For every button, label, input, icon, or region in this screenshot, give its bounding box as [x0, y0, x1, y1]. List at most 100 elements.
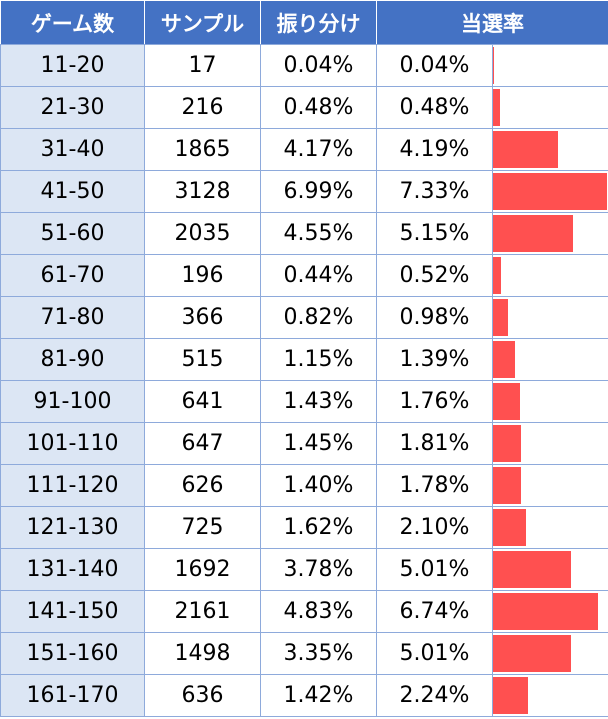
distribution-cell: 4.83%: [260, 590, 377, 633]
header-row: ゲーム数 サンプル 振り分け 当選率: [0, 0, 608, 45]
hit-rate-bar: [493, 593, 598, 630]
hit-rate-cell: 1.81%: [376, 422, 493, 465]
sample-cell: 17: [144, 44, 261, 87]
distribution-cell: 1.40%: [260, 464, 377, 507]
hit-rate-bar-cell: [492, 380, 608, 423]
hit-rate-bar-cell: [492, 44, 608, 87]
games-cell: 41-50: [0, 170, 145, 213]
games-cell: 81-90: [0, 338, 145, 381]
hit-rate-bar: [493, 341, 515, 378]
distribution-cell: 4.55%: [260, 212, 377, 255]
hit-rate-cell: 4.19%: [376, 128, 493, 171]
hit-rate-cell: 6.74%: [376, 590, 493, 633]
table-row: 81-90 515 1.15% 1.39%: [0, 338, 608, 381]
table-row: 151-160 1498 3.35% 5.01%: [0, 632, 608, 675]
header-hit-rate: 当選率: [376, 0, 608, 45]
table-row: 31-40 1865 4.17% 4.19%: [0, 128, 608, 171]
hit-rate-bar: [493, 425, 521, 462]
table-row: 131-140 1692 3.78% 5.01%: [0, 548, 608, 591]
hit-rate-cell: 0.04%: [376, 44, 493, 87]
distribution-cell: 1.45%: [260, 422, 377, 465]
sample-cell: 1865: [144, 128, 261, 171]
distribution-cell: 1.15%: [260, 338, 377, 381]
games-cell: 11-20: [0, 44, 145, 87]
hit-rate-cell: 5.15%: [376, 212, 493, 255]
table-row: 91-100 641 1.43% 1.76%: [0, 380, 608, 423]
hit-rate-cell: 0.98%: [376, 296, 493, 339]
table-row: 61-70 196 0.44% 0.52%: [0, 254, 608, 297]
hit-rate-cell: 5.01%: [376, 632, 493, 675]
games-cell: 151-160: [0, 632, 145, 675]
hit-rate-cell: 1.78%: [376, 464, 493, 507]
hit-rate-bar-cell: [492, 296, 608, 339]
hit-rate-bar-cell: [492, 590, 608, 633]
sample-cell: 641: [144, 380, 261, 423]
hit-rate-cell: 2.10%: [376, 506, 493, 549]
hit-rate-bar-cell: [492, 506, 608, 549]
table-row: 111-120 626 1.40% 1.78%: [0, 464, 608, 507]
hit-rate-bar: [493, 635, 571, 672]
games-cell: 71-80: [0, 296, 145, 339]
hit-rate-cell: 2.24%: [376, 674, 493, 717]
distribution-cell: 0.44%: [260, 254, 377, 297]
table-body: 11-20 17 0.04% 0.04% 21-30 216 0.48% 0.48% 31-40…: [0, 44, 608, 717]
games-cell: 61-70: [0, 254, 145, 297]
distribution-cell: 3.35%: [260, 632, 377, 675]
distribution-cell: 3.78%: [260, 548, 377, 591]
distribution-cell: 1.62%: [260, 506, 377, 549]
hit-rate-bar: [493, 551, 571, 588]
hit-rate-bar: [493, 47, 494, 84]
hit-rate-bar-cell: [492, 212, 608, 255]
sample-cell: 515: [144, 338, 261, 381]
hit-rate-bar: [493, 215, 573, 252]
sample-cell: 725: [144, 506, 261, 549]
hit-rate-cell: 1.76%: [376, 380, 493, 423]
hit-rate-cell: 1.39%: [376, 338, 493, 381]
table-row: 11-20 17 0.04% 0.04%: [0, 44, 608, 87]
table-row: 121-130 725 1.62% 2.10%: [0, 506, 608, 549]
games-cell: 51-60: [0, 212, 145, 255]
hit-rate-bar-cell: [492, 170, 608, 213]
table-row: 51-60 2035 4.55% 5.15%: [0, 212, 608, 255]
hit-rate-cell: 0.48%: [376, 86, 493, 129]
games-cell: 31-40: [0, 128, 145, 171]
hit-rate-bar: [493, 467, 521, 504]
hit-rate-bar-cell: [492, 464, 608, 507]
distribution-cell: 4.17%: [260, 128, 377, 171]
sample-cell: 2035: [144, 212, 261, 255]
games-cell: 121-130: [0, 506, 145, 549]
table-row: 71-80 366 0.82% 0.98%: [0, 296, 608, 339]
games-cell: 111-120: [0, 464, 145, 507]
hit-rate-bar: [493, 131, 558, 168]
table-row: 21-30 216 0.48% 0.48%: [0, 86, 608, 129]
hit-rate-cell: 5.01%: [376, 548, 493, 591]
sample-cell: 1692: [144, 548, 261, 591]
hit-rate-bar-cell: [492, 632, 608, 675]
games-cell: 101-110: [0, 422, 145, 465]
hit-rate-bar: [493, 89, 500, 126]
distribution-cell: 0.82%: [260, 296, 377, 339]
table-row: 41-50 3128 6.99% 7.33%: [0, 170, 608, 213]
sample-cell: 626: [144, 464, 261, 507]
games-cell: 131-140: [0, 548, 145, 591]
table-row: 141-150 2161 4.83% 6.74%: [0, 590, 608, 633]
hit-rate-bar-cell: [492, 254, 608, 297]
hit-rate-bar: [493, 383, 520, 420]
hit-rate-bar-cell: [492, 338, 608, 381]
hit-rate-bar: [493, 509, 526, 546]
hit-rate-bar-cell: [492, 422, 608, 465]
hit-rate-cell: 0.52%: [376, 254, 493, 297]
sample-cell: 3128: [144, 170, 261, 213]
sample-cell: 636: [144, 674, 261, 717]
distribution-cell: 1.43%: [260, 380, 377, 423]
hit-rate-bar-cell: [492, 548, 608, 591]
header-sample: サンプル: [144, 0, 261, 45]
table-row: 161-170 636 1.42% 2.24%: [0, 674, 608, 717]
hit-rate-bar-cell: [492, 128, 608, 171]
sample-cell: 366: [144, 296, 261, 339]
hit-rate-bar: [493, 257, 501, 294]
sample-cell: 647: [144, 422, 261, 465]
distribution-cell: 6.99%: [260, 170, 377, 213]
hit-rate-bar-cell: [492, 674, 608, 717]
